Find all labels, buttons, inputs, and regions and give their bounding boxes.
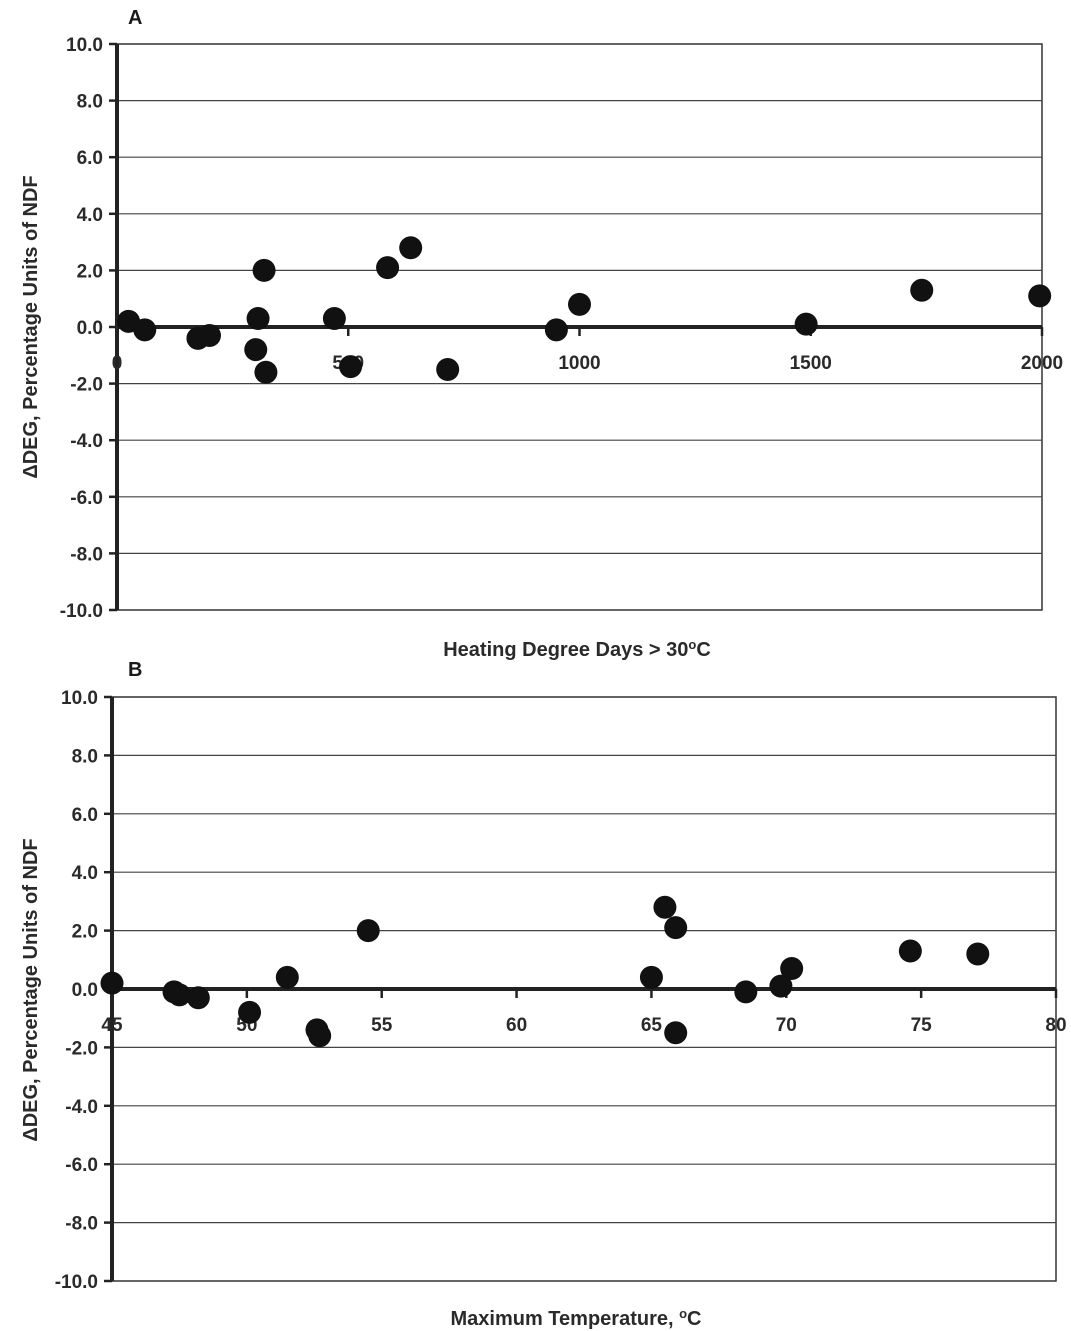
x-tick-label: 1000: [558, 353, 600, 374]
y-tick-label: 8.0: [77, 92, 103, 113]
y-tick-label: 0.0: [72, 980, 98, 1001]
data-point: [275, 965, 299, 989]
y-tick-label: -4.0: [65, 1097, 98, 1118]
data-point: [198, 323, 221, 347]
data-point: [794, 312, 818, 336]
panel-label-a: A: [128, 7, 142, 29]
y-tick-label: -4.0: [70, 431, 103, 452]
y-tick-label: -8.0: [65, 1214, 98, 1235]
x-tick-label: 75: [911, 1015, 933, 1036]
y-tick-label: 10.0: [66, 35, 103, 56]
data-point: [734, 980, 758, 1004]
data-point: [769, 974, 793, 998]
y-axis-title-b: ΔDEG, Percentage Units of NDF: [20, 838, 42, 1141]
data-point: [167, 983, 191, 1007]
data-point: [664, 916, 688, 940]
y-tick-label: -6.0: [70, 488, 103, 509]
y-tick-labels-b: 10.0 8.0 6.0 4.0 2.0 0.0 -2.0 -4.0 -6.0 -8.0 -10.0: [55, 688, 112, 1293]
gridlines-b: [112, 696, 1056, 1224]
x-tick-label: 70: [776, 1015, 797, 1036]
data-point: [133, 318, 157, 342]
y-tick-label: -8.0: [70, 544, 103, 565]
data-point: [653, 895, 677, 919]
data-point: [898, 939, 922, 963]
data-point: [356, 919, 380, 943]
y-tick-label: -2.0: [65, 1038, 98, 1059]
x-tick-label: 45: [101, 1015, 123, 1036]
x-tick-label: 1500: [790, 353, 832, 374]
y-tick-label: 6.0: [77, 148, 103, 169]
x-axis-title-a: Heating Degree Days > 30oC: [443, 637, 711, 661]
y-tick-label: 4.0: [77, 205, 103, 226]
data-point: [238, 1000, 262, 1024]
data-point: [308, 1024, 332, 1048]
x-tick-label: 80: [1045, 1015, 1066, 1036]
data-point: [322, 307, 346, 331]
x-tick-label: 2000: [1021, 353, 1063, 374]
y-axis-title-a: ΔDEG, Percentage Units of NDF: [20, 175, 42, 478]
x-tick-labels-b: 45 50 55 60 65 70 75 80: [101, 989, 1067, 1036]
data-points-b: [100, 895, 990, 1048]
data-point: [436, 357, 460, 381]
data-points-a: [117, 236, 1052, 384]
y-tick-label: 4.0: [72, 863, 98, 884]
data-point: [910, 278, 934, 302]
data-point: [966, 942, 990, 966]
data-point: [780, 957, 804, 981]
y-tick-label: 6.0: [72, 805, 98, 826]
gridlines-a: [117, 43, 1042, 555]
data-point: [376, 256, 400, 280]
data-point: [244, 338, 268, 362]
data-point: [664, 1021, 688, 1045]
chart-panel-a: A 10.0 8.0 6.0 4.0 2.0 0.0 -2.0 -4.0 -6.0 -8.0 -10…: [20, 7, 1063, 661]
y-tick-label: -2.0: [70, 375, 103, 396]
y-tick-labels-a: 10.0 8.0 6.0 4.0 2.0 0.0 -2.0 -4.0 -6.0 -8.0 -10.0: [60, 35, 117, 622]
y-tick-label: 2.0: [77, 261, 103, 282]
data-point: [568, 292, 591, 316]
x-axis-title-b: Maximum Temperature, oC: [451, 1306, 702, 1330]
data-point: [544, 318, 568, 342]
data-point: [186, 986, 210, 1010]
y-tick-label: 8.0: [72, 746, 98, 767]
data-point: [254, 360, 278, 384]
x-tick-label: 60: [506, 1015, 527, 1036]
data-point: [100, 971, 124, 995]
x-tick-label: 55: [371, 1015, 393, 1036]
x-tick-label: 0: [112, 353, 123, 374]
x-tick-label: 65: [641, 1015, 663, 1036]
y-tick-label: 2.0: [72, 922, 98, 943]
data-point: [1028, 284, 1052, 308]
data-point: [339, 355, 363, 379]
y-tick-label: -10.0: [60, 601, 103, 622]
data-point: [252, 258, 276, 282]
panel-label-b: B: [128, 659, 142, 681]
chart-panel-b: B 10.0 8.0 6.0 4.0 2.0 0.0 -2.0 -4.0 -6.0 -8.0 -10…: [20, 659, 1067, 1330]
y-tick-label: -10.0: [55, 1272, 98, 1293]
data-point: [246, 307, 270, 331]
data-point: [639, 965, 663, 989]
y-tick-label: 0.0: [77, 318, 103, 339]
data-point: [399, 236, 423, 260]
y-tick-label: -6.0: [65, 1155, 98, 1176]
y-tick-label: 10.0: [61, 688, 98, 709]
